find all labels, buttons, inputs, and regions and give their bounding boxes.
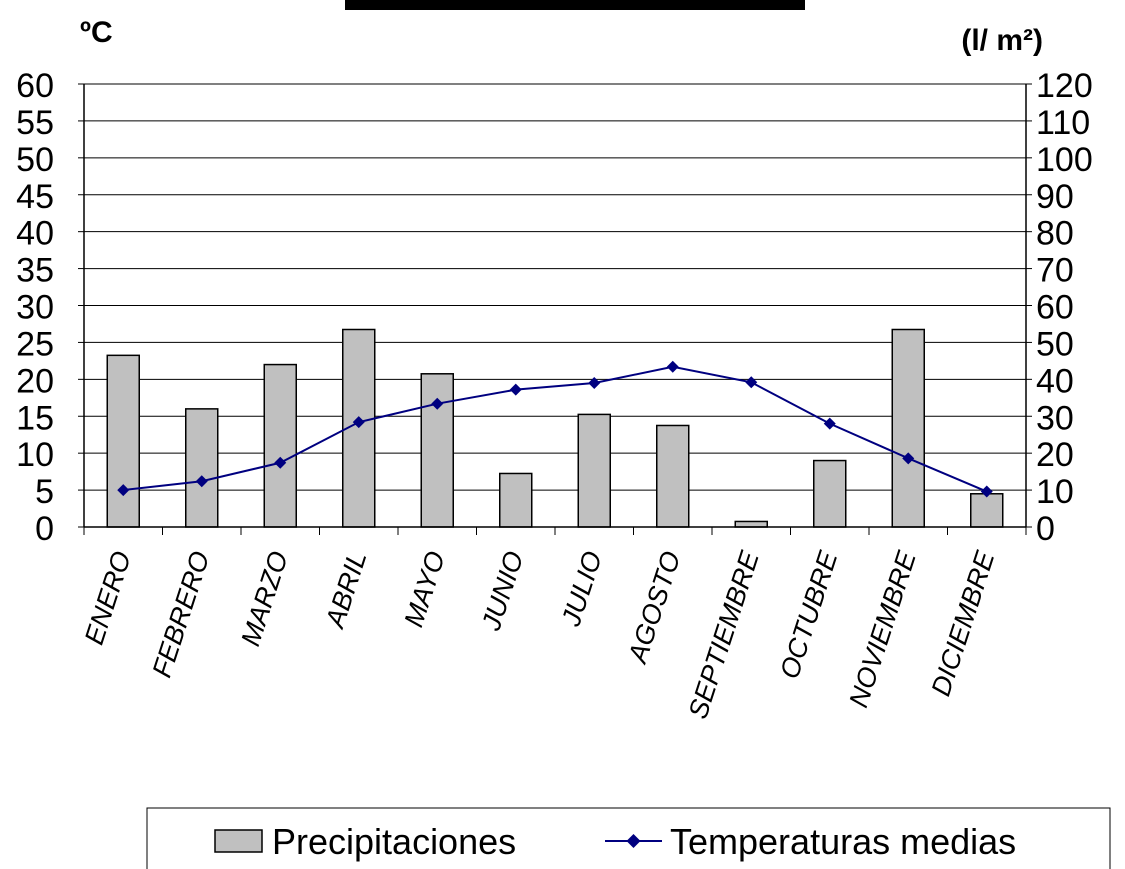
precipitation-bar bbox=[420, 373, 454, 528]
precipitation-bar bbox=[891, 328, 925, 528]
category-label: JULIO bbox=[555, 548, 607, 631]
temperature-point bbox=[823, 417, 836, 430]
right-tick-label: 100 bbox=[1036, 141, 1093, 179]
legend-box bbox=[146, 807, 1111, 869]
right-tick-label: 60 bbox=[1036, 289, 1074, 327]
title-bar bbox=[345, 0, 805, 10]
temperature-point bbox=[588, 377, 601, 390]
precipitation-bar bbox=[656, 424, 690, 528]
right-tick-label: 90 bbox=[1036, 178, 1074, 216]
precipitation-bar bbox=[499, 472, 533, 528]
right-axis-unit-label: (l/ m²) bbox=[961, 24, 1043, 57]
temperature-point bbox=[980, 485, 993, 498]
right-tick-label: 40 bbox=[1036, 362, 1074, 400]
temperature-point bbox=[195, 475, 208, 488]
category-label: JUNIO bbox=[476, 548, 530, 635]
category-label: MARZO bbox=[235, 548, 294, 650]
temperature-point bbox=[274, 456, 287, 469]
gridlines bbox=[84, 83, 1026, 491]
right-tick-label: 80 bbox=[1036, 215, 1074, 253]
right-tick-label: 10 bbox=[1036, 473, 1074, 511]
precipitation-bar bbox=[577, 413, 611, 528]
right-tick-label: 30 bbox=[1036, 399, 1074, 437]
left-tick-label: 60 bbox=[16, 67, 54, 105]
precipitation-bar bbox=[106, 354, 140, 528]
precipitation-bar bbox=[185, 408, 219, 528]
axes bbox=[78, 83, 1032, 535]
left-tick-label: 50 bbox=[16, 141, 54, 179]
temperature-point bbox=[509, 383, 522, 396]
category-label: MAYO bbox=[398, 548, 450, 631]
category-label: SEPTIEMBRE bbox=[683, 547, 766, 723]
temperature-point bbox=[902, 452, 915, 465]
category-label: NOVIEMBRE bbox=[843, 547, 922, 711]
precipitation-bars bbox=[106, 328, 1004, 528]
legend-precipitation-label: Precipitaciones bbox=[272, 821, 516, 862]
right-tick-label: 0 bbox=[1036, 510, 1055, 548]
category-label: AGOSTO bbox=[622, 548, 687, 669]
precipitation-bar bbox=[263, 363, 297, 528]
temperature-point bbox=[745, 376, 758, 389]
left-tick-label: 35 bbox=[16, 252, 54, 290]
left-tick-label: 30 bbox=[16, 289, 54, 327]
legend-temperature-marker bbox=[626, 834, 641, 848]
right-tick-label: 110 bbox=[1036, 104, 1090, 142]
left-tick-label: 40 bbox=[16, 215, 54, 253]
left-tick-label: 55 bbox=[16, 104, 54, 142]
legend-temperature-label: Temperaturas medias bbox=[670, 821, 1016, 862]
category-label: DICIEMBRE bbox=[926, 547, 1001, 700]
legend-precipitation-swatch bbox=[214, 829, 263, 853]
left-tick-label: 5 bbox=[35, 473, 54, 511]
left-tick-label: 10 bbox=[16, 436, 54, 474]
temperature-point bbox=[666, 360, 679, 373]
category-label: OCTUBRE bbox=[774, 547, 844, 683]
temperature-point bbox=[431, 397, 444, 410]
legend: Precipitaciones Temperaturas medias bbox=[146, 807, 1111, 869]
right-tick-label: 20 bbox=[1036, 436, 1074, 474]
category-labels: ENERO FEBRERO MARZO ABRIL MAYO JUNIO JULIO AGOS… bbox=[79, 547, 1001, 723]
category-label: ENERO bbox=[79, 548, 137, 649]
left-tick-label: 45 bbox=[16, 178, 54, 216]
temperature-point bbox=[352, 416, 365, 429]
left-tick-label: 25 bbox=[16, 325, 54, 363]
temperature-line bbox=[117, 360, 993, 498]
precipitation-bar bbox=[970, 493, 1004, 528]
right-tick-label: 50 bbox=[1036, 325, 1074, 363]
left-tick-label: 0 bbox=[35, 510, 54, 548]
left-tick-label: 15 bbox=[16, 399, 54, 437]
category-label: FEBRERO bbox=[147, 548, 216, 681]
category-label: ABRIL bbox=[319, 548, 372, 633]
precipitation-bar bbox=[734, 520, 768, 528]
left-axis-unit-label: ºC bbox=[80, 16, 113, 49]
temperature-series-line bbox=[123, 365, 988, 493]
temperature-point bbox=[117, 484, 130, 497]
right-tick-label: 70 bbox=[1036, 252, 1074, 290]
left-tick-label: 20 bbox=[16, 362, 54, 400]
precipitation-bar bbox=[813, 459, 847, 528]
right-tick-label: 120 bbox=[1036, 67, 1093, 105]
